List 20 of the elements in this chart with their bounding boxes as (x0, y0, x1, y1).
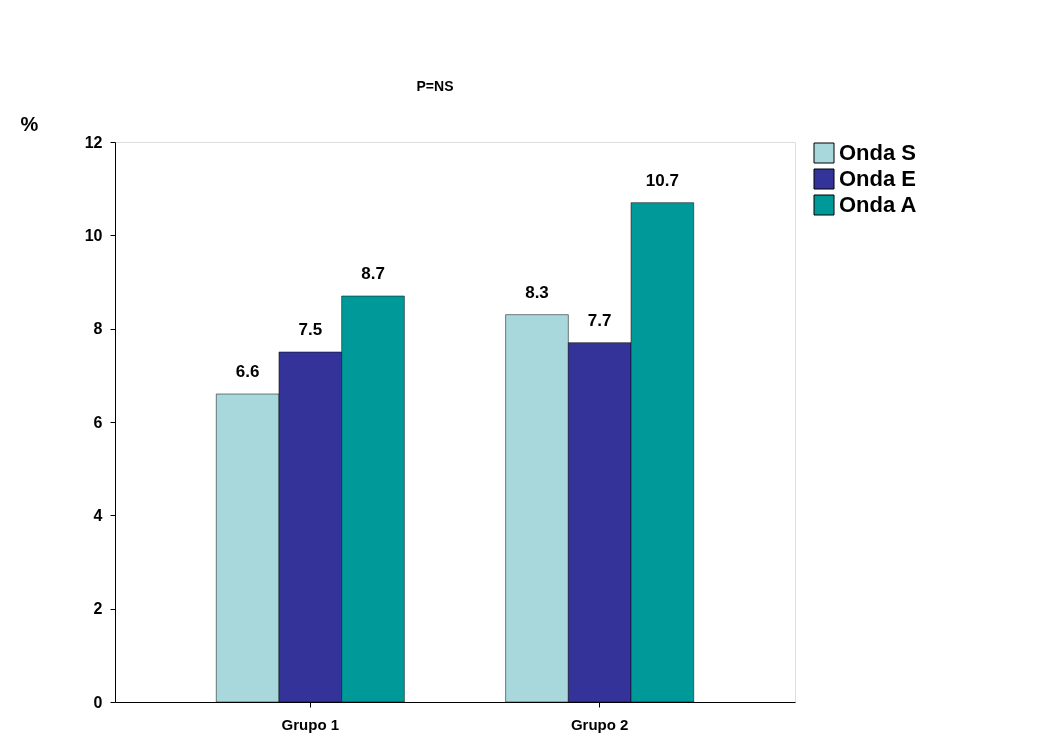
data-label: 8.7 (361, 264, 385, 283)
text: P=NS (416, 78, 454, 94)
y-axis-title: % (20, 112, 39, 135)
data-label: 8.3 (525, 282, 549, 302)
legend-label: Onda S (839, 140, 917, 165)
y-tick-label: 10 (84, 226, 103, 244)
y-tick-label: 0 (93, 693, 103, 711)
data-label: 7.7 (587, 310, 612, 330)
y-tick-label: 12 (84, 133, 103, 151)
data-label: 7.5 (298, 320, 323, 339)
y-tick-label: 4 (93, 506, 103, 524)
x-tick-label: Grupo 2 (570, 715, 629, 733)
legend-label: Onda E (839, 166, 917, 191)
y-tick-label: 6 (93, 413, 103, 431)
legend-label: Onda A (839, 192, 917, 217)
data-label: 6.6 (235, 362, 260, 381)
x-tick-label: Grupo 1 (281, 715, 340, 733)
y-tick-label: 8 (93, 320, 103, 338)
data-label: 10.7 (645, 170, 679, 190)
y-tick-label: 2 (93, 600, 103, 618)
